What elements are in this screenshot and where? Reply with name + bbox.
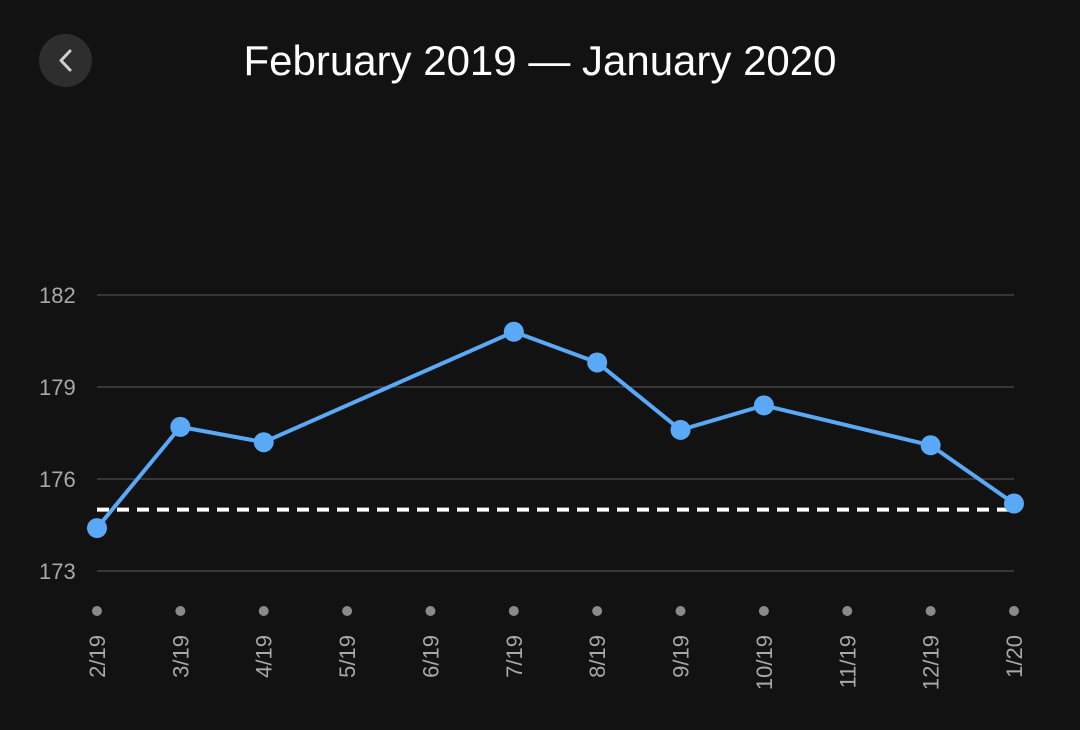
data-point	[587, 352, 608, 373]
data-point	[170, 416, 191, 437]
x-tick-dot	[175, 606, 186, 616]
data-point	[253, 432, 274, 453]
data-point	[503, 321, 524, 342]
back-button[interactable]	[39, 34, 92, 87]
x-tick-label: 8/19	[585, 635, 610, 678]
x-tick-label: 7/19	[502, 635, 527, 678]
x-tick-label: 9/19	[669, 635, 694, 678]
x-tick-label: 12/19	[919, 635, 944, 690]
x-tick-dot	[258, 606, 269, 616]
x-tick-label: 6/19	[418, 635, 443, 678]
y-tick-label: 182	[39, 283, 76, 308]
data-point	[753, 395, 774, 416]
series-line	[95, 329, 1016, 531]
data-point	[670, 419, 691, 440]
y-tick-label: 179	[39, 375, 76, 400]
x-tick-dot	[342, 606, 353, 616]
y-tick-label: 173	[39, 559, 76, 584]
x-tick-dot	[1009, 606, 1019, 616]
x-tick-dot	[842, 606, 853, 616]
data-point	[1004, 493, 1024, 514]
y-tick-label: 176	[39, 467, 76, 492]
x-tick-label: 10/19	[752, 635, 777, 690]
x-tick-label: 5/19	[335, 635, 360, 678]
x-tick-dot	[592, 606, 603, 616]
x-tick-dot	[758, 606, 769, 616]
x-tick-dot	[92, 606, 102, 616]
data-point	[920, 435, 941, 456]
x-tick-dot	[425, 606, 436, 616]
x-tick-label: 2/19	[85, 635, 110, 678]
chevron-left-icon	[59, 49, 72, 72]
page-title: February 2019 — January 2020	[243, 37, 837, 84]
x-tick-label: 11/19	[835, 635, 860, 688]
x-tick-label: 1/20	[1002, 635, 1027, 678]
x-tick-dot	[508, 606, 519, 616]
x-tick-dot	[675, 606, 686, 616]
x-tick-dot	[925, 606, 936, 616]
x-tick-label: 4/19	[252, 635, 277, 678]
x-tick-label: 3/19	[168, 635, 193, 678]
data-point	[87, 518, 107, 539]
